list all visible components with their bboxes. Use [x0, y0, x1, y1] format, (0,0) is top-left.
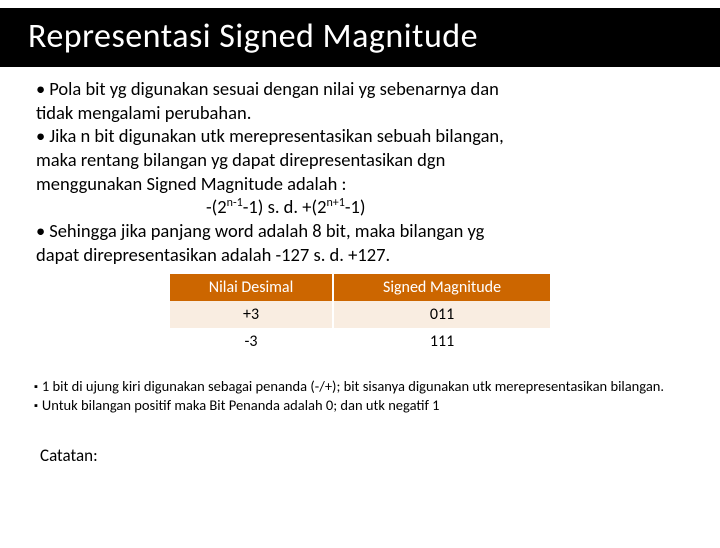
bullet-1: • Pola bit yg digunakan sesuai dengan ni…: [36, 77, 690, 101]
table-header-decimal: Nilai Desimal: [170, 274, 333, 301]
bullet-2: • Jika n bit digunakan utk merepresentas…: [36, 124, 690, 148]
table-header-signed: Signed Magnitude: [333, 274, 550, 301]
table-row: -3 111: [170, 328, 550, 355]
bullet-1-cont: tidak mengalami perubahan.: [36, 101, 690, 125]
note-1-text: 1 bit di ujung kiri digunakan sebagai pe…: [42, 377, 664, 395]
bullet-marker: •: [36, 124, 45, 148]
note-2-text: Untuk bilangan positif maka Bit Penanda …: [42, 396, 440, 414]
bullet-1-text: Pola bit yg digunakan sesuai dengan nila…: [49, 77, 499, 101]
table-header-row: Nilai Desimal Signed Magnitude: [170, 274, 550, 301]
bullet-3-text: Sehingga jika panjang word adalah 8 bit,…: [49, 219, 484, 243]
table-cell: +3: [170, 301, 333, 328]
bullet-3-cont: dapat direpresentasikan adalah -127 s. d…: [36, 243, 690, 267]
range-part: -(2: [206, 195, 227, 218]
bullet-3: • Sehingga jika panjang word adalah 8 bi…: [36, 219, 690, 243]
range-part: -1) s. d. +(2: [243, 195, 327, 218]
note-1: ▪ 1 bit di ujung kiri digunakan sebagai …: [34, 377, 690, 395]
range-sup: n-1: [227, 196, 243, 210]
table-container: Nilai Desimal Signed Magnitude +3 011 -3…: [170, 274, 550, 355]
range-sup: n+1: [326, 196, 344, 210]
table-cell: -3: [170, 328, 333, 355]
range-formula: -(2n-1-1) s. d. +(2n+1-1): [36, 195, 690, 219]
bullet-marker: •: [36, 219, 45, 243]
notes-label: Catatan:: [40, 445, 98, 466]
notes-section: ▪ 1 bit di ujung kiri digunakan sebagai …: [0, 373, 720, 413]
table-row: +3 011: [170, 301, 550, 328]
table-cell: 111: [333, 328, 550, 355]
bullet-2-text: Jika n bit digunakan utk merepresentasik…: [49, 124, 504, 148]
slide-title-bar: Representasi Signed Magnitude: [0, 8, 720, 67]
signed-magnitude-table: Nilai Desimal Signed Magnitude +3 011 -3…: [170, 274, 550, 355]
slide-title: Representasi Signed Magnitude: [28, 16, 700, 57]
bullet-2-cont1: maka rentang bilangan yg dapat direprese…: [36, 148, 690, 172]
table-cell: 011: [333, 301, 550, 328]
note-2: ▪ Untuk bilangan positif maka Bit Penand…: [34, 396, 690, 414]
bullet-marker: •: [36, 77, 45, 101]
square-marker: ▪: [34, 396, 38, 414]
range-part: -1): [345, 195, 366, 218]
bullet-2-cont2: menggunakan Signed Magnitude adalah :: [36, 172, 690, 196]
square-marker: ▪: [34, 377, 38, 395]
slide-body: • Pola bit yg digunakan sesuai dengan ni…: [0, 67, 720, 266]
